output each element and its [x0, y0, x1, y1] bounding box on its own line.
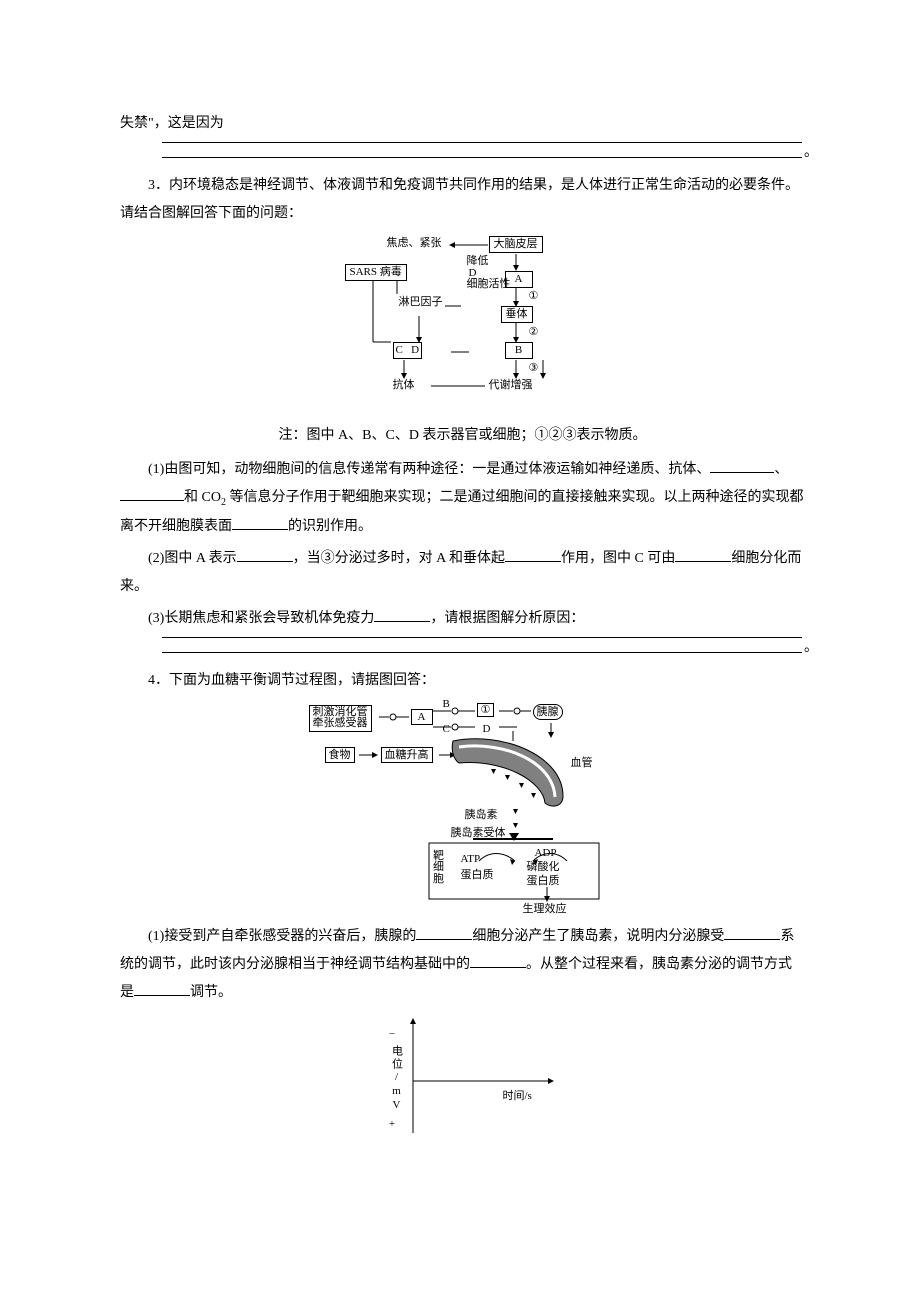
q3-p2-c: 作用，图中 C 可由	[561, 551, 675, 566]
q4-figure-wrap: 刺激消化管 牵张感受器 A B C ① D 胰腺 食物 血糖升高 血管 胰岛素 …	[120, 701, 805, 921]
q3-lead: 3．内环境稳态是神经调节、体液调节和免疫调节共同作用的结果，是人体进行正常生命活…	[120, 172, 805, 228]
q3-caption: 注：图中 A、B、C、D 表示器官或细胞；①②③表示物质。	[120, 422, 805, 450]
node-c: C	[443, 723, 450, 735]
t1: 靶	[433, 850, 444, 862]
vtext-d: D	[469, 267, 477, 279]
node-cd: C D	[393, 342, 423, 359]
q3-p1-a: (1)由图可知，动物细胞间的信息传递常有两种途径：一是通过体液运输如神经递质、抗…	[148, 462, 710, 477]
q4-p1-e: 调节。	[190, 985, 232, 1000]
node-food: 食物	[325, 747, 355, 763]
q3-p1-d: 的识别作用。	[288, 519, 372, 534]
node-n2: ②	[529, 326, 539, 339]
node-anxiety: 焦虑、紧张	[387, 237, 442, 250]
node-antibody: 抗体	[393, 379, 415, 392]
blank	[724, 926, 780, 940]
q3-p3: (3)长期焦虑和紧张会导致机体免疫力 ，请根据图解分析原因：	[120, 605, 805, 633]
node-n3: ③	[529, 362, 539, 375]
y-prefix: +	[386, 1113, 399, 1135]
stim1: 刺激消化管	[313, 706, 368, 718]
blank	[416, 926, 472, 940]
node-protein: 蛋白质	[461, 869, 494, 881]
node-d: D	[411, 344, 419, 356]
blank	[470, 954, 526, 968]
node-adp: ADP	[535, 847, 557, 859]
node-c: C	[396, 344, 403, 356]
answer-blank-line-end	[162, 652, 802, 653]
q4-p1: (1)接受到产自牵张感受器的兴奋后，胰腺的细胞分泌产生了胰岛素，说明内分泌腺受系…	[120, 923, 805, 1007]
blank	[374, 608, 430, 622]
node-phospho: 磷酸化	[527, 861, 560, 873]
node-n1: ①	[477, 703, 495, 717]
blank	[505, 548, 561, 562]
q4-axes-wrap: 时间/s − 电位/mV +	[120, 1013, 805, 1143]
y-label-col: − 电位/mV +	[386, 1023, 399, 1135]
y-suffix: −	[386, 1023, 399, 1045]
node-vtext-col: 降低 D 细胞活性	[467, 256, 479, 291]
q3-diagram-svg	[333, 234, 593, 420]
q3-p2-a: (2)图中 A 表示	[148, 551, 237, 566]
y-label: 电位/mV	[386, 1045, 408, 1113]
node-receptor: 胰岛素受体	[451, 827, 506, 839]
q3-p2: (2)图中 A 表示，当③分泌过多时，对 A 和垂体起作用，图中 C 可由细胞分…	[120, 545, 805, 601]
node-metabolism: 代谢增强	[489, 379, 533, 392]
vtext-1: 降低	[467, 255, 489, 267]
node-b: B	[505, 342, 533, 359]
node-target: 靶 细 胞	[433, 851, 445, 886]
answer-blank-line	[162, 142, 802, 143]
intro-fragment: 失禁"，这是因为	[120, 110, 805, 138]
q3-p1-sep: 、	[774, 462, 788, 477]
q3-p3-a: (3)长期焦虑和紧张会导致机体免疫力	[148, 611, 374, 626]
node-insulin: 胰岛素	[465, 809, 498, 821]
q4-axes: 时间/s − 电位/mV +	[353, 1013, 573, 1143]
node-stim: 刺激消化管 牵张感受器	[309, 705, 372, 732]
answer-blank-line	[162, 637, 802, 638]
blank	[710, 459, 774, 473]
node-n1: ①	[529, 290, 539, 303]
blank	[675, 548, 731, 562]
q4-lead: 4．下面为血糖平衡调节过程图，请据图回答：	[120, 667, 805, 695]
q4-p1-a: (1)接受到产自牵张感受器的兴奋后，胰腺的	[148, 929, 416, 944]
node-d: D	[483, 723, 491, 735]
q4-diagram: 刺激消化管 牵张感受器 A B C ① D 胰腺 食物 血糖升高 血管 胰岛素 …	[303, 701, 623, 921]
node-protein2: 蛋白质	[527, 875, 560, 887]
stim2: 牵张感受器	[313, 717, 368, 729]
node-atp: ATP	[461, 853, 481, 865]
q3-figure-wrap: 焦虑、紧张 大脑皮层 SARS 病毒 淋巴因子 C D A 垂体 B 抗体 代谢…	[120, 234, 805, 420]
node-b: B	[443, 698, 450, 710]
node-pancreas: 胰腺	[533, 704, 563, 720]
q4-p1-b: 细胞分泌产生了胰岛素，说明内分泌腺受	[472, 929, 724, 944]
blank	[232, 516, 288, 530]
node-a: A	[411, 709, 433, 725]
blank	[237, 548, 293, 562]
q3-p2-b: ，当③分泌过多时，对 A 和垂体起	[293, 551, 505, 566]
node-cerebral: 大脑皮层	[489, 236, 543, 253]
x-label: 时间/s	[503, 1085, 532, 1107]
node-pituitary: 垂体	[501, 306, 533, 323]
node-glucose: 血糖升高	[381, 747, 433, 763]
blank	[134, 982, 190, 996]
t2: 细	[433, 861, 444, 873]
vtext-2: 细胞活性	[467, 278, 511, 290]
q3-p3-b: ，请根据图解分析原因：	[430, 611, 584, 626]
node-effect: 生理效应	[523, 903, 567, 915]
q3-diagram: 焦虑、紧张 大脑皮层 SARS 病毒 淋巴因子 C D A 垂体 B 抗体 代谢…	[333, 234, 593, 420]
blank	[120, 487, 184, 501]
q3-p1: (1)由图可知，动物细胞间的信息传递常有两种途径：一是通过体液运输如神经递质、抗…	[120, 456, 805, 541]
q3-p1-b: 和 CO	[184, 490, 221, 505]
node-sars: SARS 病毒	[345, 264, 407, 281]
node-lymphokine: 淋巴因子	[399, 296, 443, 309]
q4-diagram-svg	[303, 701, 623, 921]
node-vessel-label: 血管	[571, 757, 593, 769]
t3: 胞	[433, 873, 444, 885]
answer-blank-line-end	[162, 157, 802, 158]
